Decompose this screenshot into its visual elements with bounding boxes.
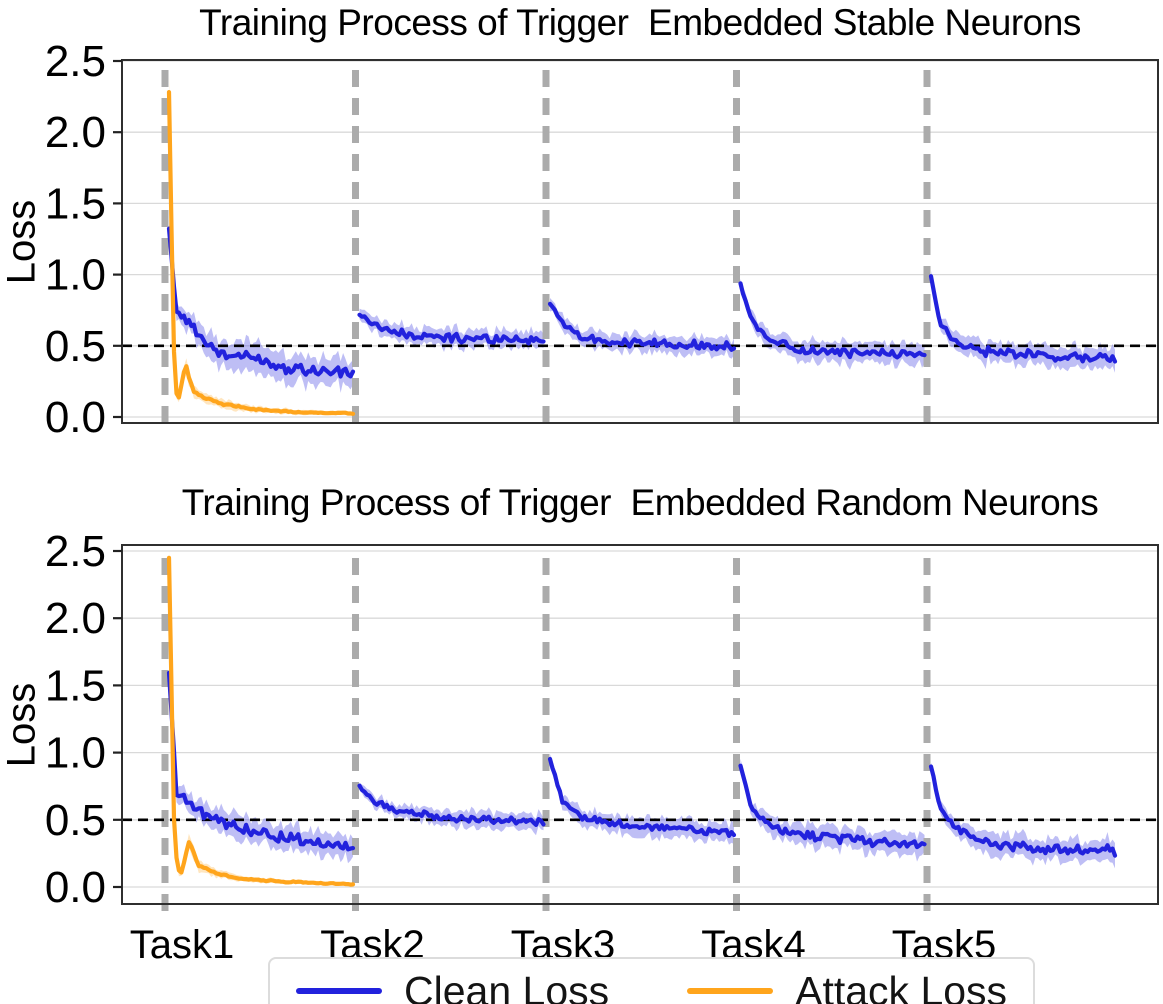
clean-loss-legend-line xyxy=(296,988,382,994)
y-tick-label: 0.5 xyxy=(45,796,106,845)
clean-loss-line-task2 xyxy=(357,312,546,346)
clean-loss-band-task4 xyxy=(740,758,925,862)
clean-loss-line-task1 xyxy=(166,226,356,379)
clean-loss-line-task5 xyxy=(928,274,1118,364)
line-layer xyxy=(166,90,1118,416)
y-tick-label: 2.5 xyxy=(45,527,106,576)
clean-loss-line-task1 xyxy=(166,670,356,852)
plot1-title: Training Process of Trigger Embedded Sta… xyxy=(199,2,1081,43)
clean-loss-line-task2 xyxy=(357,783,546,827)
y-tick-label: 0.5 xyxy=(45,322,106,371)
attack-loss-line-task1 xyxy=(166,90,356,416)
axes-frame xyxy=(121,59,1159,424)
line-layer xyxy=(166,555,1118,887)
y-tick-label: 2.5 xyxy=(45,37,106,86)
legend: Clean Loss Attack Loss xyxy=(268,957,1036,1004)
clean-loss-line-task4 xyxy=(738,763,927,850)
plot2-title: Training Process of Trigger Embedded Ran… xyxy=(181,482,1099,523)
clean-loss-band-task5 xyxy=(931,762,1115,869)
axes-frame xyxy=(121,544,1159,905)
clean-loss-line-task3 xyxy=(547,756,737,838)
clean-loss-band-task3 xyxy=(550,298,734,359)
legend-item-clean-loss: Clean Loss xyxy=(296,968,609,1004)
attack-loss-legend-label: Attack Loss xyxy=(795,967,1008,1004)
attack-loss-line-task1 xyxy=(166,555,356,887)
x-task-label: Task1 xyxy=(130,923,235,967)
clean-loss-line-task3 xyxy=(547,301,737,352)
attack-loss-legend-line xyxy=(687,988,774,994)
clean-loss-line-task5 xyxy=(928,764,1118,858)
y-tick-label: 1.5 xyxy=(45,661,106,710)
legend-item-attack-loss: Attack Loss xyxy=(687,968,1007,1004)
band-layer xyxy=(169,73,1115,416)
y-tick-label: 2.0 xyxy=(45,108,106,157)
clean-loss-line-task4 xyxy=(738,281,927,360)
y-tick-label: 0.0 xyxy=(45,393,106,442)
y-tick-label: 1.0 xyxy=(45,729,106,778)
y-tick-label: 2.0 xyxy=(45,594,106,643)
y-tick-label: 1.5 xyxy=(45,179,106,228)
y-tick-label: 0.0 xyxy=(45,863,106,912)
clean-loss-legend-label: Clean Loss xyxy=(404,967,610,1004)
y-tick-label: 1.0 xyxy=(45,251,106,300)
